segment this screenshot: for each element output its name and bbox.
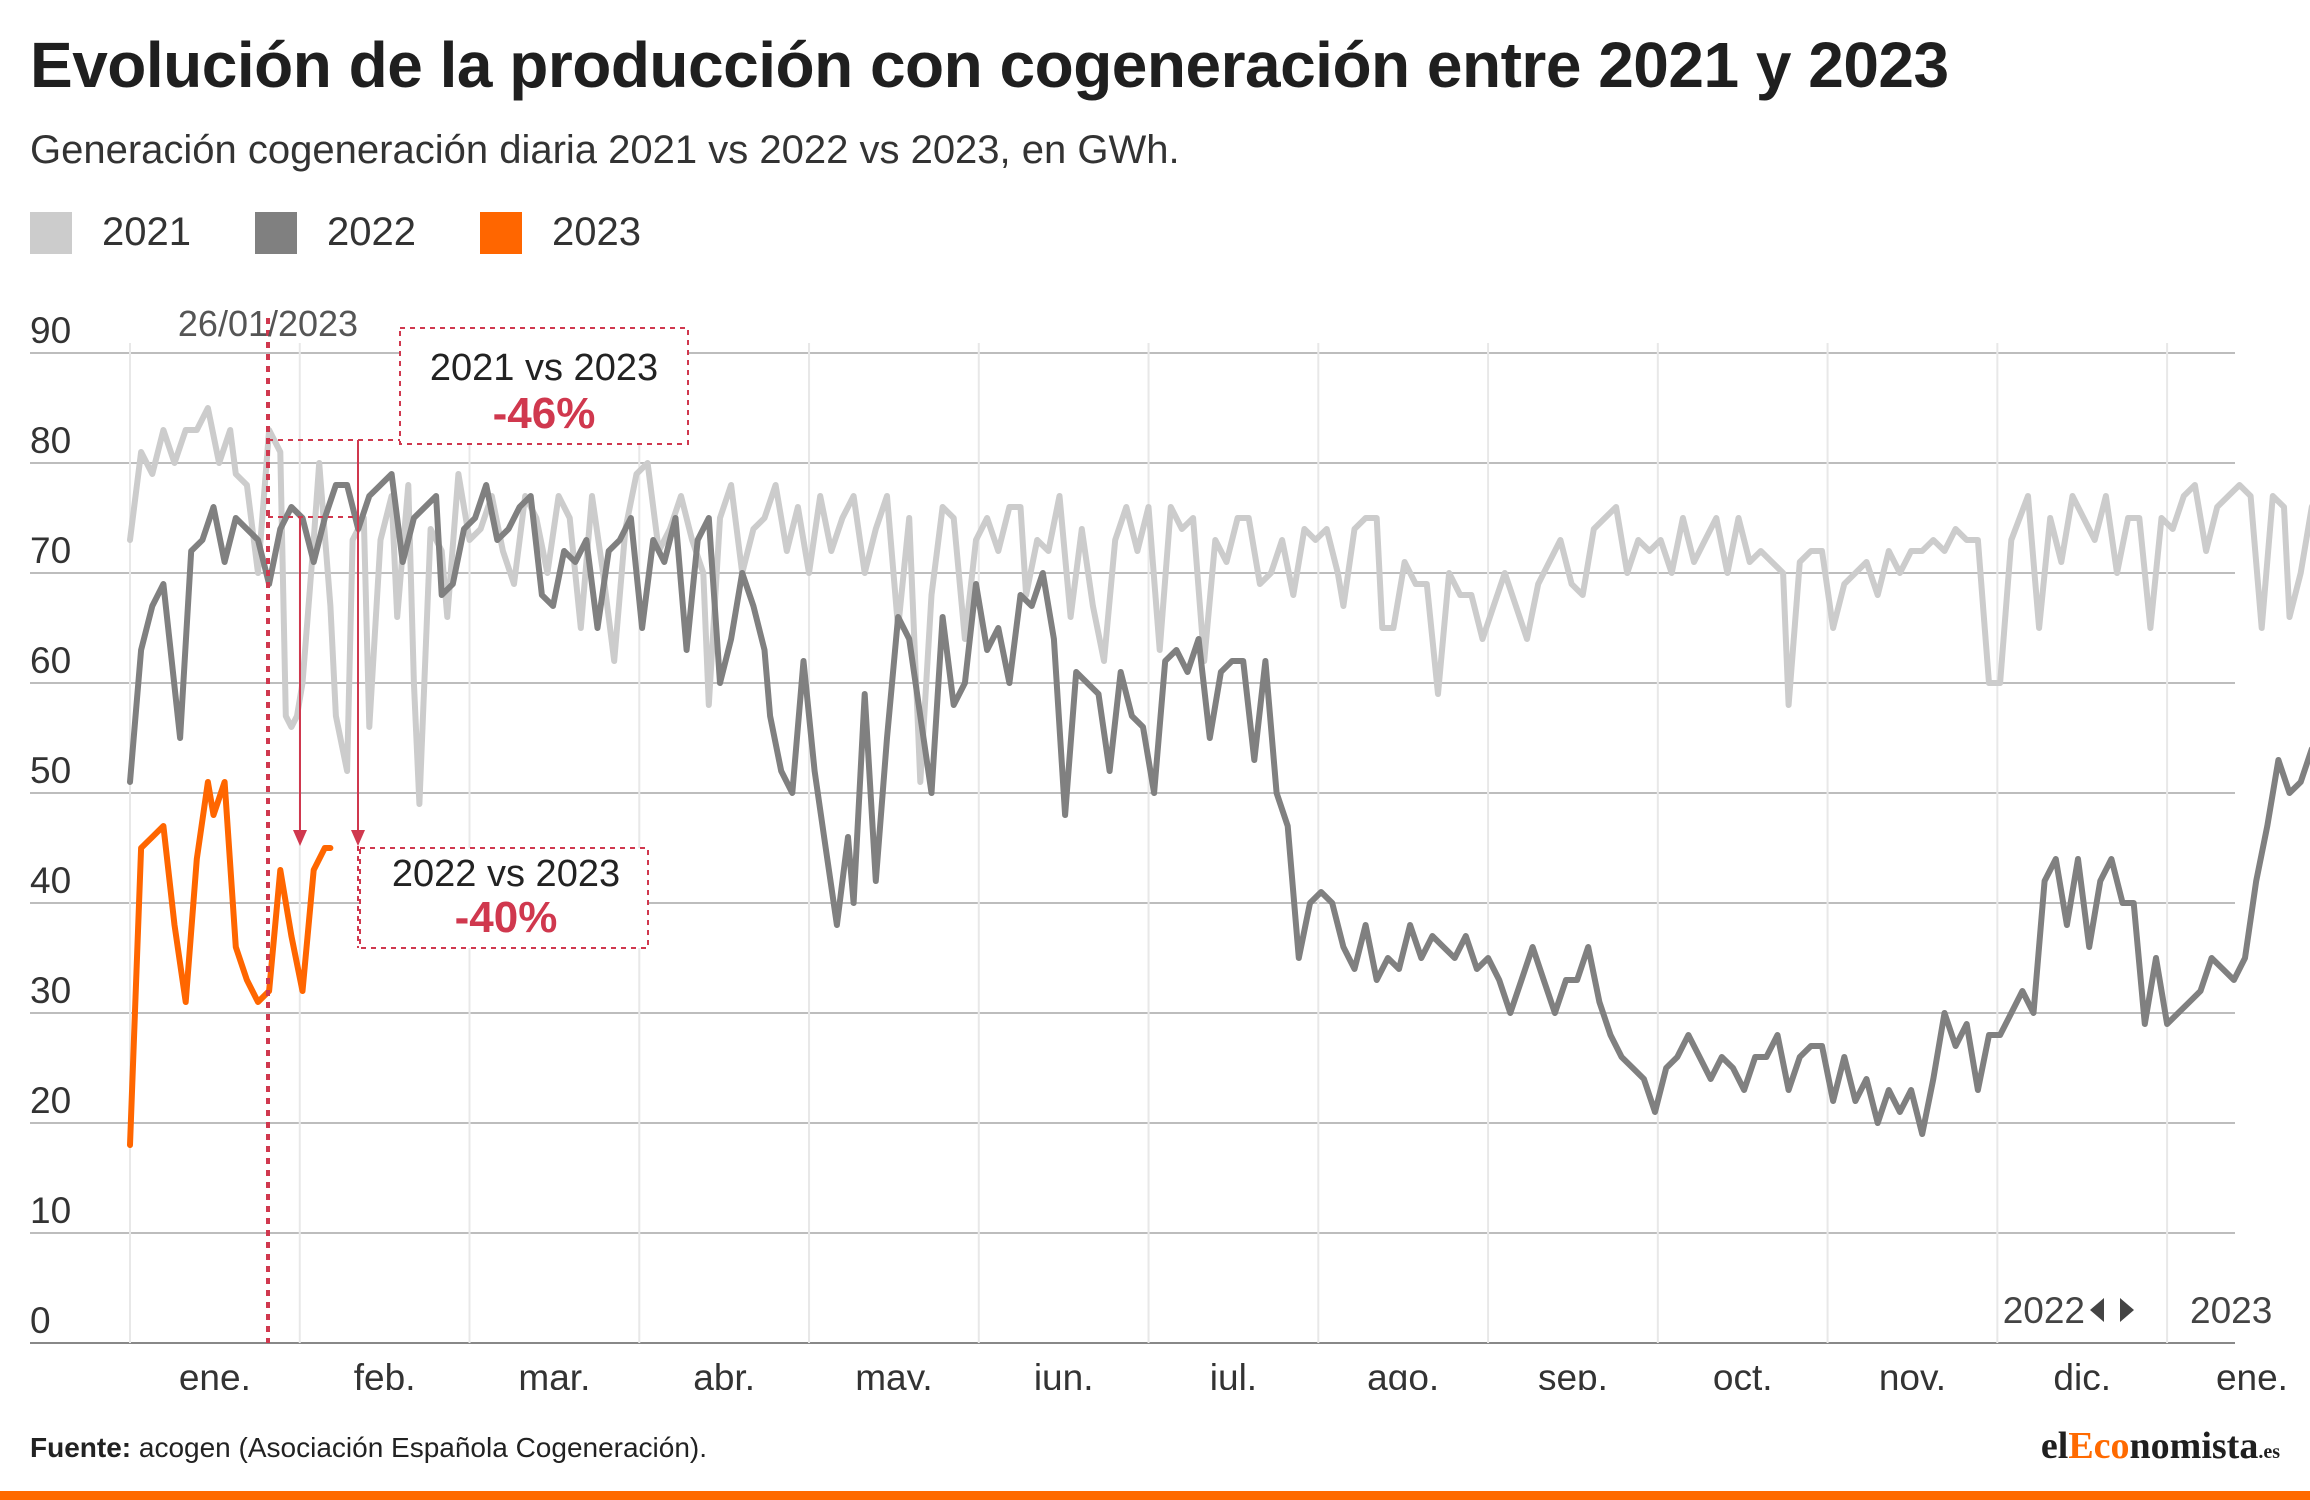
nav-right-label[interactable]: 2023 — [2190, 1290, 2272, 1331]
box-2021 — [399, 327, 689, 445]
legend-item-2023: 2023 — [479, 210, 641, 255]
x-tick-label: jun. — [1033, 1357, 1094, 1390]
arrowhead-2022 — [293, 830, 307, 846]
y-tick-label: 0 — [30, 1300, 51, 1341]
legend-swatch-2021 — [30, 211, 72, 254]
nav-left-label[interactable]: 2022 — [2003, 1290, 2085, 1331]
x-tick-label: may. — [855, 1357, 932, 1390]
y-tick-label: 60 — [30, 640, 71, 681]
x-tick-label: feb. — [354, 1357, 416, 1390]
y-tick-label: 90 — [30, 310, 71, 351]
x-tick-label: ago. — [1367, 1357, 1439, 1390]
box-2022-value: -40% — [455, 893, 558, 942]
series-lines — [127, 405, 2310, 1148]
chart-title: Evolución de la producción con cogenerac… — [30, 29, 1949, 101]
y-tick-label: 80 — [30, 420, 71, 461]
year-nav[interactable]: 2022 2023 — [2003, 1290, 2273, 1331]
annotation-box-2021: 2021 vs 2023 -46% — [268, 327, 689, 846]
legend-swatch-2023 — [479, 211, 522, 254]
y-axis-labels: 0 10 20 30 40 50 60 70 80 90 — [30, 310, 71, 1341]
chart-subtitle: Generación cogeneración diaria 2021 vs 2… — [30, 128, 1180, 172]
date-marker-label: 26/01/2023 — [178, 303, 358, 344]
annotation-box-2022: 2022 vs 2023 -40% — [268, 516, 649, 949]
x-tick-label: jul. — [1209, 1357, 1257, 1390]
legend: 2021 2022 2023 — [30, 210, 705, 255]
legend-swatch-2022 — [254, 211, 297, 254]
nav-left-arrow-icon[interactable] — [2090, 1298, 2104, 1322]
legend-item-2022: 2022 — [254, 210, 416, 255]
y-tick-label: 10 — [30, 1190, 71, 1231]
y-tick-label: 50 — [30, 750, 71, 791]
x-tick-label: ene. — [2216, 1357, 2288, 1390]
x-tick-label: nov. — [1879, 1357, 1946, 1390]
logo-part-el: el — [2040, 1425, 2069, 1467]
legend-label-2023: 2023 — [551, 210, 641, 254]
line-chart: 0 10 20 30 40 50 60 70 80 90 ene. feb. mar. abr. may.… — [30, 303, 2310, 1390]
box-2022-label: 2022 vs 2023 — [392, 853, 620, 895]
box-2021-value: -46% — [493, 389, 596, 438]
box-2021-label: 2021 vs 2023 — [430, 347, 658, 389]
x-tick-label: ene. — [179, 1357, 251, 1390]
bottom-accent-bar — [0, 1491, 2310, 1500]
logo-part-es: .es — [2258, 1441, 2280, 1463]
source-note: Fuente: acogen (Asociación Española Coge… — [30, 1432, 707, 1464]
x-tick-label: mar. — [518, 1357, 590, 1390]
x-tick-label: dic. — [2053, 1357, 2111, 1390]
y-tick-label: 30 — [30, 970, 71, 1011]
x-axis-labels: ene. feb. mar. abr. may. jun. jul. ago. sep. oct.… — [179, 1357, 2288, 1390]
x-tick-label: sep. — [1538, 1357, 1608, 1390]
series-line-2022 — [127, 471, 2310, 1137]
y-tick-label: 40 — [30, 860, 71, 901]
annotation-date-marker: 26/01/2023 — [178, 303, 358, 1343]
logo-part-eco: Eco — [2068, 1425, 2130, 1467]
logo-part-nomista: nomista — [2129, 1425, 2259, 1467]
series-line-2021 — [127, 405, 2310, 807]
legend-label-2022: 2022 — [326, 210, 416, 254]
y-tick-label: 70 — [30, 530, 71, 571]
series-line-2023 — [127, 779, 334, 1148]
month-separators — [129, 343, 2169, 1343]
arrowhead-2021 — [351, 830, 365, 846]
legend-label-2021: 2021 — [102, 210, 191, 254]
legend-item-2021: 2021 — [30, 210, 191, 255]
source-label: Fuente: — [30, 1432, 132, 1463]
x-tick-label: abr. — [693, 1357, 755, 1390]
y-tick-label: 20 — [30, 1080, 71, 1121]
brand-logo: elEconomista.es — [2041, 1424, 2280, 1468]
x-tick-label: oct. — [1713, 1357, 1773, 1390]
box-2022 — [359, 847, 649, 949]
nav-right-arrow-icon[interactable] — [2120, 1298, 2134, 1322]
source-text: acogen (Asociación Española Cogeneración… — [138, 1432, 708, 1463]
